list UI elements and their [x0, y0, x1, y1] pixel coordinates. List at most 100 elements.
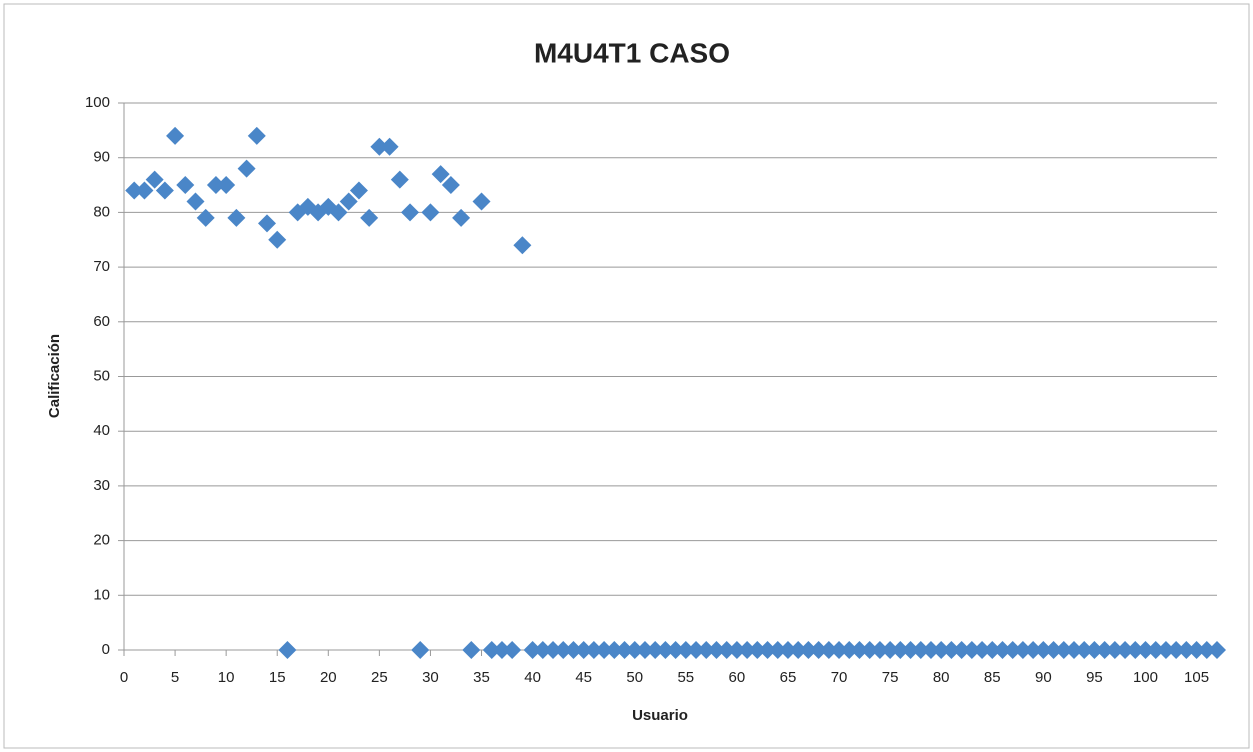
x-tick-label: 105 [1184, 669, 1209, 686]
point [962, 641, 981, 659]
point [482, 641, 501, 659]
point [973, 641, 992, 659]
x-tick-label: 45 [575, 669, 592, 686]
point [778, 641, 797, 659]
y-tick-label: 10 [93, 586, 110, 603]
point [452, 208, 471, 227]
point [360, 208, 379, 227]
point [564, 641, 583, 659]
x-tick-label: 65 [780, 669, 797, 686]
point [758, 641, 777, 659]
point [584, 641, 603, 659]
point [349, 181, 368, 200]
point [738, 641, 757, 659]
point [1126, 641, 1145, 659]
point [155, 181, 174, 200]
point [1064, 641, 1083, 659]
point [278, 641, 297, 659]
point [268, 230, 287, 249]
point [441, 176, 460, 195]
point [1136, 641, 1155, 659]
point [840, 641, 859, 659]
point [462, 641, 481, 659]
y-tick-label: 60 [93, 313, 110, 330]
point [870, 641, 889, 659]
x-tick-label: 0 [120, 669, 128, 686]
x-tick-label: 25 [371, 669, 388, 686]
point [635, 641, 654, 659]
point [799, 641, 818, 659]
point [646, 641, 665, 659]
x-tick-label: 85 [984, 669, 1001, 686]
point [1146, 641, 1165, 659]
point [411, 641, 430, 659]
point [1116, 641, 1135, 659]
point [1075, 641, 1094, 659]
point [605, 641, 624, 659]
point [983, 641, 1002, 659]
point [1054, 641, 1073, 659]
x-tick-label: 10 [218, 669, 235, 686]
point [533, 641, 552, 659]
x-tick-label: 35 [473, 669, 490, 686]
point [1208, 641, 1226, 659]
point [554, 641, 573, 659]
y-tick-label: 40 [93, 422, 110, 439]
x-tick-label: 90 [1035, 669, 1052, 686]
point [544, 641, 563, 659]
point [666, 641, 685, 659]
point [329, 203, 348, 222]
point [258, 214, 277, 233]
point [1177, 641, 1196, 659]
point [227, 208, 246, 227]
x-tick-label: 80 [933, 669, 950, 686]
point [595, 641, 614, 659]
x-tick-label: 60 [729, 669, 746, 686]
x-tick-label: 95 [1086, 669, 1103, 686]
point [748, 641, 767, 659]
point [768, 641, 787, 659]
x-tick-label: 40 [524, 669, 541, 686]
y-tick-label: 20 [93, 532, 110, 549]
point [574, 641, 593, 659]
y-tick-label: 0 [102, 641, 110, 658]
point [145, 170, 164, 189]
point [1024, 641, 1043, 659]
point [921, 641, 940, 659]
point [1085, 641, 1104, 659]
point [421, 203, 440, 222]
point [339, 192, 358, 211]
x-tick-label: 100 [1133, 669, 1158, 686]
y-tick-label: 70 [93, 258, 110, 275]
y-axis-label: Calificación [46, 334, 63, 418]
y-tick-label: 90 [93, 149, 110, 166]
x-tick-label: 15 [269, 669, 286, 686]
point [390, 170, 409, 189]
point [1167, 641, 1186, 659]
point [625, 641, 644, 659]
point [431, 165, 450, 184]
point [656, 641, 675, 659]
point [789, 641, 808, 659]
point [850, 641, 869, 659]
point [911, 641, 930, 659]
point [247, 126, 266, 145]
point [993, 641, 1012, 659]
point [472, 192, 491, 211]
y-tick-label: 100 [85, 94, 110, 111]
point [1105, 641, 1124, 659]
point [206, 176, 225, 195]
point [523, 641, 542, 659]
x-tick-label: 30 [422, 669, 439, 686]
x-tick-label: 75 [882, 669, 899, 686]
point [809, 641, 828, 659]
point [952, 641, 971, 659]
point [125, 181, 144, 200]
point [1013, 641, 1032, 659]
point [727, 641, 746, 659]
point [217, 176, 236, 195]
point [370, 137, 389, 156]
point [1003, 641, 1022, 659]
point [492, 641, 511, 659]
